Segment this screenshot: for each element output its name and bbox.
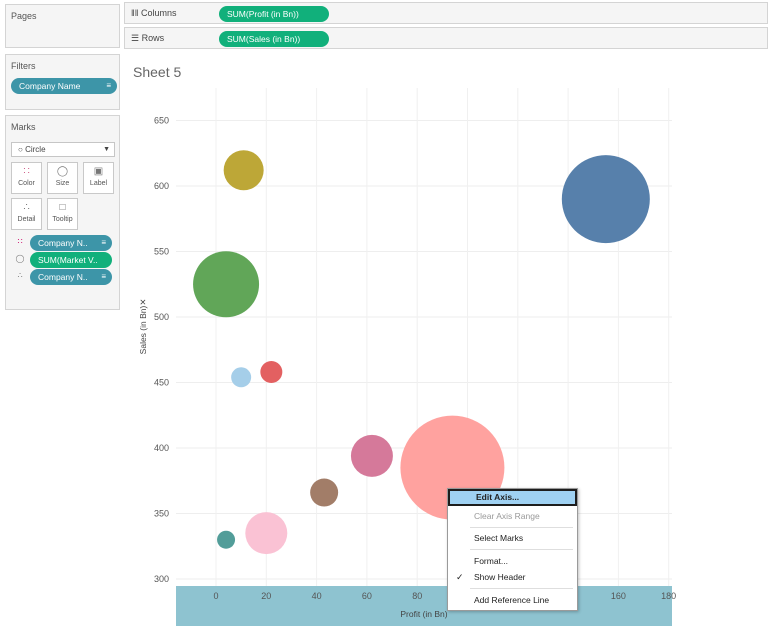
pin-icon: ✕ — [138, 298, 148, 305]
menu-separator — [470, 588, 573, 589]
size-field-label: SUM(Market V.. — [38, 255, 98, 265]
detail-button-label: Detail — [17, 216, 36, 223]
menu-item-add-reference-line[interactable]: Add Reference Line — [474, 595, 550, 605]
filters-card: Filters Company Name ≡ — [5, 54, 120, 110]
filter-pill-company-name[interactable]: Company Name ≡ — [11, 78, 117, 94]
x-axis-selection-band — [176, 586, 672, 626]
sort-icon: ≡ — [101, 238, 106, 247]
y-tick-label: 650 — [154, 116, 169, 126]
y-tick-label: 300 — [154, 574, 169, 584]
x-axis-title: Profit (in Bn) — [400, 609, 447, 619]
columns-pill-profit[interactable]: SUM(Profit (in Bn)) — [219, 6, 329, 22]
size-field-pill[interactable]: SUM(Market V.. — [30, 252, 112, 268]
y-tick-label: 550 — [154, 247, 169, 257]
x-tick-label: 160 — [611, 591, 626, 601]
x-tick-label: 180 — [661, 591, 676, 601]
circle-icon: ○ — [18, 145, 23, 154]
sheet-title: Sheet 5 — [133, 64, 182, 80]
detail-icon: ∴ — [23, 202, 30, 213]
mark-type-dropdown[interactable]: ○ Circle ▼ — [11, 142, 115, 157]
bubble-mark — [231, 367, 252, 388]
color-field-label: Company N.. — [38, 238, 88, 248]
show-header-label: Show Header — [474, 572, 526, 582]
columns-icon: ‖‖ — [131, 8, 139, 18]
sort-icon: ≡ — [101, 272, 106, 281]
rows-shelf: ☰ Rows SUM(Sales (in Bn)) — [124, 27, 768, 49]
x-tick-label: 60 — [362, 591, 372, 601]
y-tick-label: 450 — [154, 378, 169, 388]
menu-item-select-marks[interactable]: Select Marks — [474, 533, 524, 543]
columns-shelf-label: ‖‖ Columns — [131, 8, 177, 18]
menu-item-format[interactable]: Format... — [474, 556, 509, 566]
y-tick-label: 350 — [154, 509, 169, 519]
color-button-label: Color — [18, 180, 35, 187]
detail-field-pill[interactable]: Company N.. ≡ — [30, 269, 112, 285]
x-tick-label: 80 — [412, 591, 422, 601]
columns-shelf: ‖‖ Columns SUM(Profit (in Bn)) — [124, 2, 768, 24]
size-icon: ◯ — [56, 166, 69, 177]
pages-card: Pages — [5, 4, 120, 48]
label-button[interactable]: ▣ Label — [83, 162, 114, 194]
marks-card: Marks ○ Circle ▼ ∷ Color ◯ Size ▣ Label … — [5, 115, 120, 310]
bubble-mark — [193, 251, 260, 318]
rows-icon: ☰ — [131, 33, 140, 43]
rows-shelf-label: ☰ Rows — [131, 33, 165, 43]
bubble-mark — [245, 512, 288, 555]
y-tick-label: 400 — [154, 443, 169, 453]
detail-field-label: Company N.. — [38, 272, 88, 282]
mark-type-value: Circle — [25, 145, 46, 154]
x-tick-label: 0 — [213, 591, 218, 601]
tooltip-icon: □ — [59, 202, 66, 213]
menu-item-edit-axis[interactable]: Edit Axis... — [448, 489, 577, 506]
rows-pill-sales[interactable]: SUM(Sales (in Bn)) — [219, 31, 329, 47]
y-axis-title: Sales (in Bn) — [138, 306, 148, 355]
bubble-mark — [310, 478, 339, 507]
size-button[interactable]: ◯ Size — [47, 162, 78, 194]
filters-title: Filters — [11, 61, 36, 71]
color-icon: ∷ — [23, 166, 30, 177]
bubble-mark — [561, 155, 650, 244]
menu-separator — [470, 527, 573, 528]
menu-separator — [470, 549, 573, 550]
chevron-down-icon: ▼ — [103, 146, 110, 153]
tooltip-button-label: Tooltip — [52, 216, 73, 223]
sort-icon: ≡ — [106, 81, 111, 90]
columns-pill-label: SUM(Profit (in Bn)) — [227, 9, 299, 19]
label-button-label: Label — [89, 180, 108, 187]
size-legend-icon: ◯ — [15, 254, 25, 263]
y-tick-label: 500 — [154, 312, 169, 322]
y-tick-label: 600 — [154, 181, 169, 191]
label-icon: ▣ — [93, 166, 104, 177]
bubble-mark — [223, 150, 264, 191]
bubble-mark — [217, 530, 236, 549]
pages-title: Pages — [11, 11, 37, 21]
detail-button[interactable]: ∴ Detail — [11, 198, 42, 230]
x-tick-label: 20 — [261, 591, 271, 601]
rows-pill-label: SUM(Sales (in Bn)) — [227, 34, 301, 44]
menu-item-show-header[interactable]: ✓ Show Header — [448, 569, 577, 586]
bubble-mark — [350, 434, 393, 477]
filter-pill-label: Company Name — [19, 81, 81, 91]
color-field-pill[interactable]: Company N.. ≡ — [30, 235, 112, 251]
color-legend-icon: ∷ — [17, 237, 23, 246]
x-tick-label: 40 — [312, 591, 322, 601]
detail-legend-icon: ∴ — [17, 271, 23, 280]
marks-title: Marks — [11, 122, 36, 132]
checkmark-icon: ✓ — [456, 572, 464, 582]
color-button[interactable]: ∷ Color — [11, 162, 42, 194]
size-button-label: Size — [55, 180, 70, 187]
menu-item-clear-axis-range[interactable]: Clear Axis Range — [474, 511, 540, 521]
tooltip-button[interactable]: □ Tooltip — [47, 198, 78, 230]
bubble-mark — [260, 361, 283, 384]
axis-context-menu: Edit Axis... Clear Axis Range Select Mar… — [447, 488, 578, 611]
